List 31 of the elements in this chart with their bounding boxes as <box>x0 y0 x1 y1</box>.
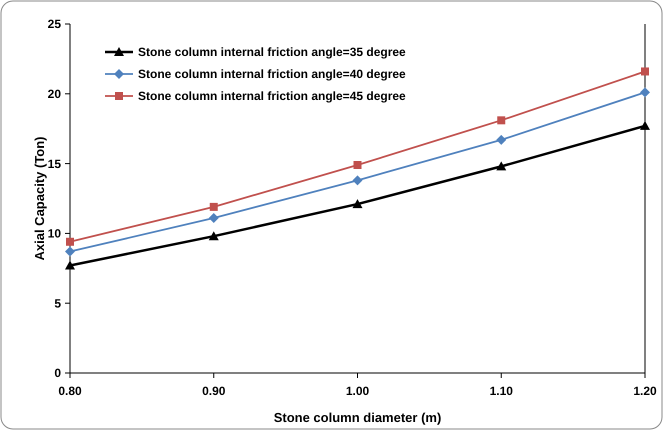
point <box>354 160 362 169</box>
x-tick-label: 1.20 <box>633 384 657 398</box>
point <box>208 231 219 240</box>
y-tick-label: 0 <box>54 366 62 380</box>
point <box>65 246 75 257</box>
point <box>496 134 506 145</box>
x-tick-label: 1.00 <box>346 384 370 398</box>
legend-label: Stone column internal friction angle=40 degree <box>138 67 406 82</box>
y-tick-label: 25 <box>48 17 62 32</box>
y-tick-label: 5 <box>54 296 62 310</box>
point <box>640 120 650 130</box>
x-axis-title: Stone column diameter (m) <box>274 410 442 425</box>
point <box>208 213 219 224</box>
y-tick-label: 15 <box>48 156 62 171</box>
point <box>352 199 362 208</box>
y-tick-label: 20 <box>48 87 62 101</box>
legend-label: Stone column internal friction angle=45 degree <box>138 89 406 104</box>
point <box>352 175 362 186</box>
x-tick-label: 0.90 <box>202 384 226 398</box>
point <box>497 116 506 124</box>
y-tick-label: 10 <box>48 226 62 241</box>
point <box>66 238 74 246</box>
point <box>641 67 649 76</box>
x-tick-label: 1.10 <box>490 384 514 398</box>
x-tick-label: 0.80 <box>58 384 82 398</box>
point <box>65 260 75 270</box>
point <box>210 202 218 211</box>
point <box>640 87 650 98</box>
point <box>496 161 506 170</box>
y-axis-title: Axial Capacity (Ton) <box>32 136 47 261</box>
legend-label: Stone column internal friction angle=35 degree <box>138 45 406 60</box>
